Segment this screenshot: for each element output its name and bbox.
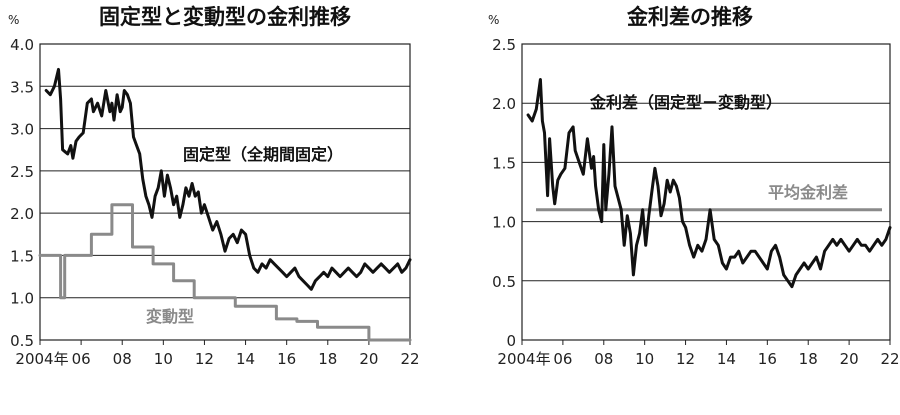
right-x-tick-label: 10 [635, 350, 654, 368]
right-y-tick-label: 2.5 [492, 36, 516, 54]
left-plot-frame [39, 43, 411, 341]
chart-left-unit: % [8, 13, 19, 27]
left-y-tick-label: 0.5 [10, 332, 34, 350]
left-y-tick-label: 2.0 [10, 205, 34, 223]
left-x-tick-label: 06 [72, 350, 91, 368]
annotation-fixed: 固定型（全期間固定） [183, 145, 343, 164]
left-series-line-0 [44, 67, 412, 291]
chart-right-unit: % [488, 13, 499, 27]
right-x-tick-label: 16 [758, 350, 777, 368]
left-y-tick-label: 1.5 [10, 247, 34, 265]
right-y-tick-label: 0.5 [492, 273, 516, 291]
chart-left-title: 固定型と変動型の金利推移 [99, 5, 351, 29]
chart-left: 固定型と変動型の金利推移 % 4.03.53.02.52.01.51.00.5 … [8, 5, 420, 368]
right-x-tick-label: 12 [676, 350, 695, 368]
annotation-average: 平均金利差 [768, 183, 848, 202]
chart-right-series [526, 78, 892, 289]
right-x-tick-label: 22 [880, 350, 899, 368]
left-y-tick-label: 2.5 [10, 163, 34, 181]
chart-left-y-axis: 4.0 3.5 3.0 2.5 2.0 1.5 1.0 0.5 [10, 36, 34, 350]
right-x-tick-label: 20 [840, 350, 859, 368]
right-x-tick-label: 18 [799, 350, 818, 368]
left-x-tick-label: 10 [154, 350, 173, 368]
right-y-tick-label: 0 [506, 332, 516, 350]
right-x-tick-label: 06 [553, 350, 572, 368]
right-y-tick-label: 2.0 [492, 95, 516, 113]
chart-left-series [38, 67, 412, 342]
right-x-tick-label: 14 [717, 350, 736, 368]
left-series-line-1 [38, 203, 412, 342]
right-y-tick-label: 1.5 [492, 154, 516, 172]
right-y-tick-label: 1.0 [492, 214, 516, 232]
left-y-tick-label: 3.5 [10, 78, 34, 96]
chart-right-title: 金利差の推移 [626, 5, 753, 29]
left-x-tick-label: 20 [359, 350, 378, 368]
chart-right-x-axis: 2004年 06 08 10 12 14 16 18 20 22 [497, 340, 900, 368]
chart-left-grid [39, 43, 411, 341]
left-x-tick-label: 2004年 [15, 350, 68, 368]
left-y-tick-label: 3.0 [10, 121, 34, 139]
left-y-tick-label: 4.0 [10, 36, 34, 54]
right-x-tick-label: 2004年 [497, 350, 550, 368]
left-y-tick-label: 1.0 [10, 290, 34, 308]
right-series-line-0 [526, 78, 892, 289]
annotation-spread: 金利差（固定型－変動型） [589, 93, 782, 112]
left-x-tick-label: 16 [277, 350, 296, 368]
chart-right-grid [521, 43, 891, 341]
right-x-tick-label: 08 [594, 350, 613, 368]
annotation-variable: 変動型 [146, 307, 194, 326]
left-x-tick-label: 08 [113, 350, 132, 368]
chart-left-x-axis: 2004年 06 08 10 12 14 16 18 20 22 [15, 340, 420, 368]
left-x-tick-label: 22 [400, 350, 419, 368]
left-x-tick-label: 12 [195, 350, 214, 368]
left-x-tick-label: 18 [318, 350, 337, 368]
left-x-tick-label: 14 [236, 350, 255, 368]
chart-right-y-axis: 2.5 2.0 1.5 1.0 0.5 0 [492, 36, 516, 350]
chart-right: 金利差の推移 % 2.5 2.0 1.5 1.0 0.5 0 2004年 06 08 10 12 1… [488, 5, 900, 368]
